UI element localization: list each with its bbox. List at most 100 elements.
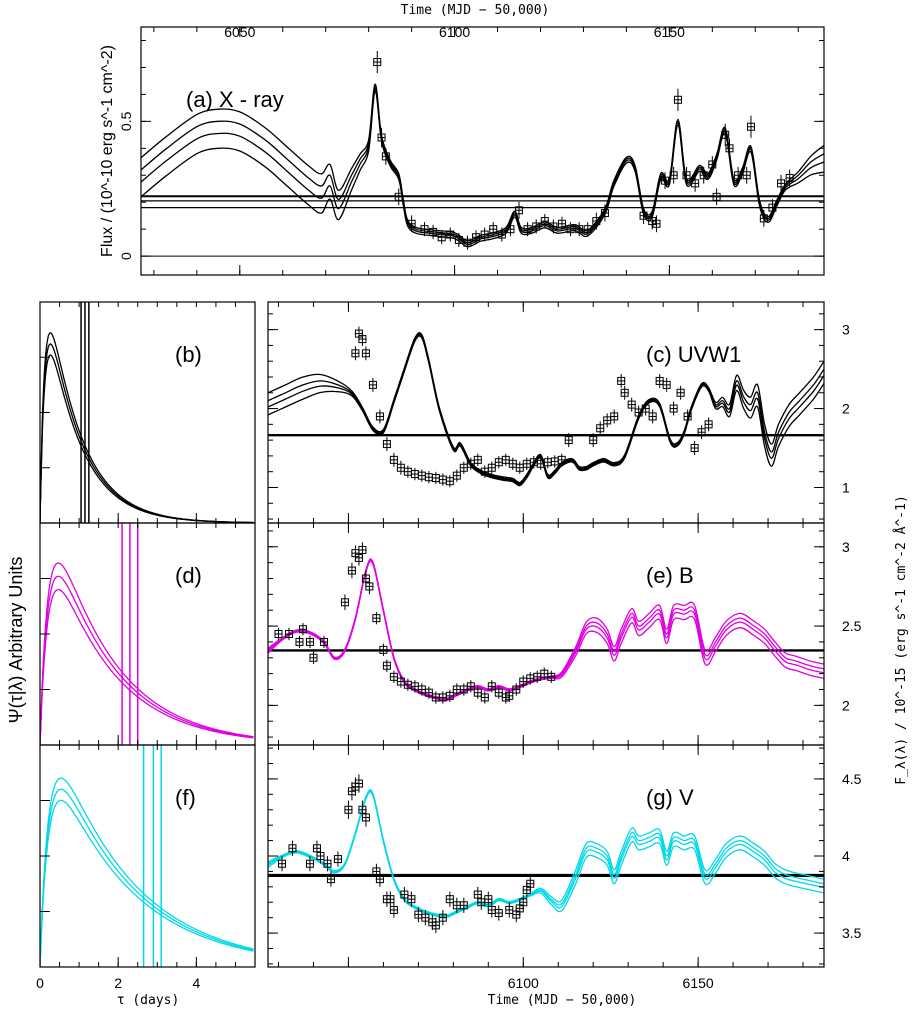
panel-a-point-18 xyxy=(532,222,541,231)
panel-e-ytick-label-1: 2.5 xyxy=(842,618,862,634)
panel-c-point-2 xyxy=(358,335,367,344)
panel-c-point-5 xyxy=(375,412,384,421)
panel-d-transfer-curve-1 xyxy=(40,575,254,745)
panel-g-label: (g) V xyxy=(646,785,694,810)
panel-a-point-2 xyxy=(381,152,390,161)
panel-e-ytick-label-0: 2 xyxy=(842,697,850,713)
panel-g-point-2 xyxy=(305,859,314,868)
panel-c-point-48 xyxy=(690,444,699,453)
top-axis-title: Time (MJD − 50,000) xyxy=(401,3,550,18)
panel-c-point-37 xyxy=(617,376,626,385)
panel-a-point-43 xyxy=(759,214,768,223)
panel-g-point-0 xyxy=(277,859,286,868)
panel-e-point-3 xyxy=(298,625,307,634)
panel-e-point-17 xyxy=(389,672,398,681)
panel-e-point-0 xyxy=(274,630,283,638)
panel-e-point-7 xyxy=(340,598,349,607)
panel-a-point-12 xyxy=(480,230,489,239)
panel-g-point-7 xyxy=(333,855,342,864)
panel-b-transfer-curve-2 xyxy=(40,354,254,523)
panel-a-ylabel: Flux / (10^-10 erg s^-1 cm^-2) xyxy=(99,45,116,257)
panel-a-point-20 xyxy=(549,222,558,231)
tau-axis-title: τ (days) xyxy=(117,993,180,1008)
panel-g-xtick-label-0: 6100 xyxy=(508,975,539,991)
panel-g-point-11 xyxy=(354,779,363,788)
panel-e-point-12 xyxy=(361,574,370,583)
panel-g-point-3 xyxy=(312,844,321,853)
panel-g-point-22 xyxy=(421,913,430,922)
panel-a-point-17 xyxy=(523,225,532,234)
panel-c-point-31 xyxy=(557,455,566,464)
panel-c-point-42 xyxy=(648,412,657,421)
panel-g-point-14 xyxy=(372,867,381,876)
panel-a-point-44 xyxy=(768,203,777,212)
panel-a-point-9 xyxy=(454,235,463,244)
panel-a-point-38 xyxy=(721,130,730,139)
panel-g-point-39 xyxy=(526,879,535,888)
panel-g-point-19 xyxy=(400,890,409,899)
panel-g-point-8 xyxy=(344,805,353,814)
right-y-axis-title: F_λ(λ) / 10^-15 (erg s^-1 cm^-2 Å^-1) xyxy=(893,495,909,785)
panel-g-point-5 xyxy=(323,859,332,868)
panel-g-ytick-label-1: 4 xyxy=(842,848,850,864)
panel-c-point-41 xyxy=(641,404,650,413)
panel-e-point-15 xyxy=(379,645,388,654)
panel-g-point-6 xyxy=(326,875,335,884)
panel-e-point-28 xyxy=(466,682,475,691)
panel-a-point-7 xyxy=(437,233,446,242)
panel-a-xtick-label-1: 6100 xyxy=(439,24,470,40)
panel-a-point-8 xyxy=(446,230,455,239)
panel-e-point-22 xyxy=(424,688,433,697)
panel-a-point-36 xyxy=(708,160,717,169)
panel-c-point-44 xyxy=(662,380,671,389)
panel-a-point-23 xyxy=(575,225,584,234)
panel-a-xtick-label-2: 6150 xyxy=(654,24,685,40)
panel-a-point-39 xyxy=(725,144,734,153)
panel-a-point-13 xyxy=(489,225,498,234)
panel-f-xtick-label-1: 2 xyxy=(114,975,122,991)
panel-e-point-40 xyxy=(547,672,556,681)
panel-g-point-33 xyxy=(494,909,503,918)
panel-g-point-37 xyxy=(519,898,528,907)
panel-d-transfer-curve-0 xyxy=(40,562,254,745)
panel-a-label: (a) X - ray xyxy=(186,87,284,112)
panel-b-label: (b) xyxy=(175,342,202,367)
panel-a-point-14 xyxy=(497,230,506,239)
panel-f-transfer-curve-1 xyxy=(40,788,254,967)
panel-g-point-20 xyxy=(407,895,416,904)
panel-c-point-49 xyxy=(697,428,706,437)
panel-g-xtick-label-1: 6150 xyxy=(683,975,714,991)
panel-a-point-40 xyxy=(734,171,743,180)
panel-c-label: (c) UVW1 xyxy=(646,342,741,367)
panel-a-point-3 xyxy=(394,192,403,201)
panel-c-point-39 xyxy=(627,400,636,409)
panel-c-point-50 xyxy=(704,420,713,429)
panel-g-ytick-label-0: 3.5 xyxy=(842,925,862,941)
panel-g-point-18 xyxy=(389,905,398,914)
panel-c-point-21 xyxy=(487,463,496,472)
panel-a-point-45 xyxy=(777,179,786,188)
panel-f-frame xyxy=(39,744,256,968)
panel-c-point-38 xyxy=(620,388,629,397)
panel-e-point-34 xyxy=(505,691,514,700)
panel-a-point-11 xyxy=(472,233,481,242)
panel-a-point-26 xyxy=(600,209,609,217)
panel-g-point-26 xyxy=(445,895,454,904)
panel-g-point-34 xyxy=(505,905,514,914)
panel-a-frame xyxy=(140,26,825,276)
panel-c-ytick-label-1: 2 xyxy=(842,401,850,417)
panel-a-point-1 xyxy=(377,133,386,142)
panel-a-point-10 xyxy=(463,238,472,247)
panel-c-point-19 xyxy=(473,455,482,464)
panel-a-point-35 xyxy=(699,171,708,180)
panel-e-point-10 xyxy=(354,553,363,562)
panel-a-point-28 xyxy=(648,217,657,226)
panel-a-point-30 xyxy=(661,176,670,185)
panel-e-point-8 xyxy=(347,566,356,575)
panel-e-point-16 xyxy=(382,661,391,670)
panel-a-point-4 xyxy=(407,219,416,228)
panel-g-point-31 xyxy=(484,895,493,904)
panel-a-point-34 xyxy=(691,179,700,188)
panel-e-point-35 xyxy=(512,685,521,694)
panel-d-label: (d) xyxy=(175,563,202,588)
